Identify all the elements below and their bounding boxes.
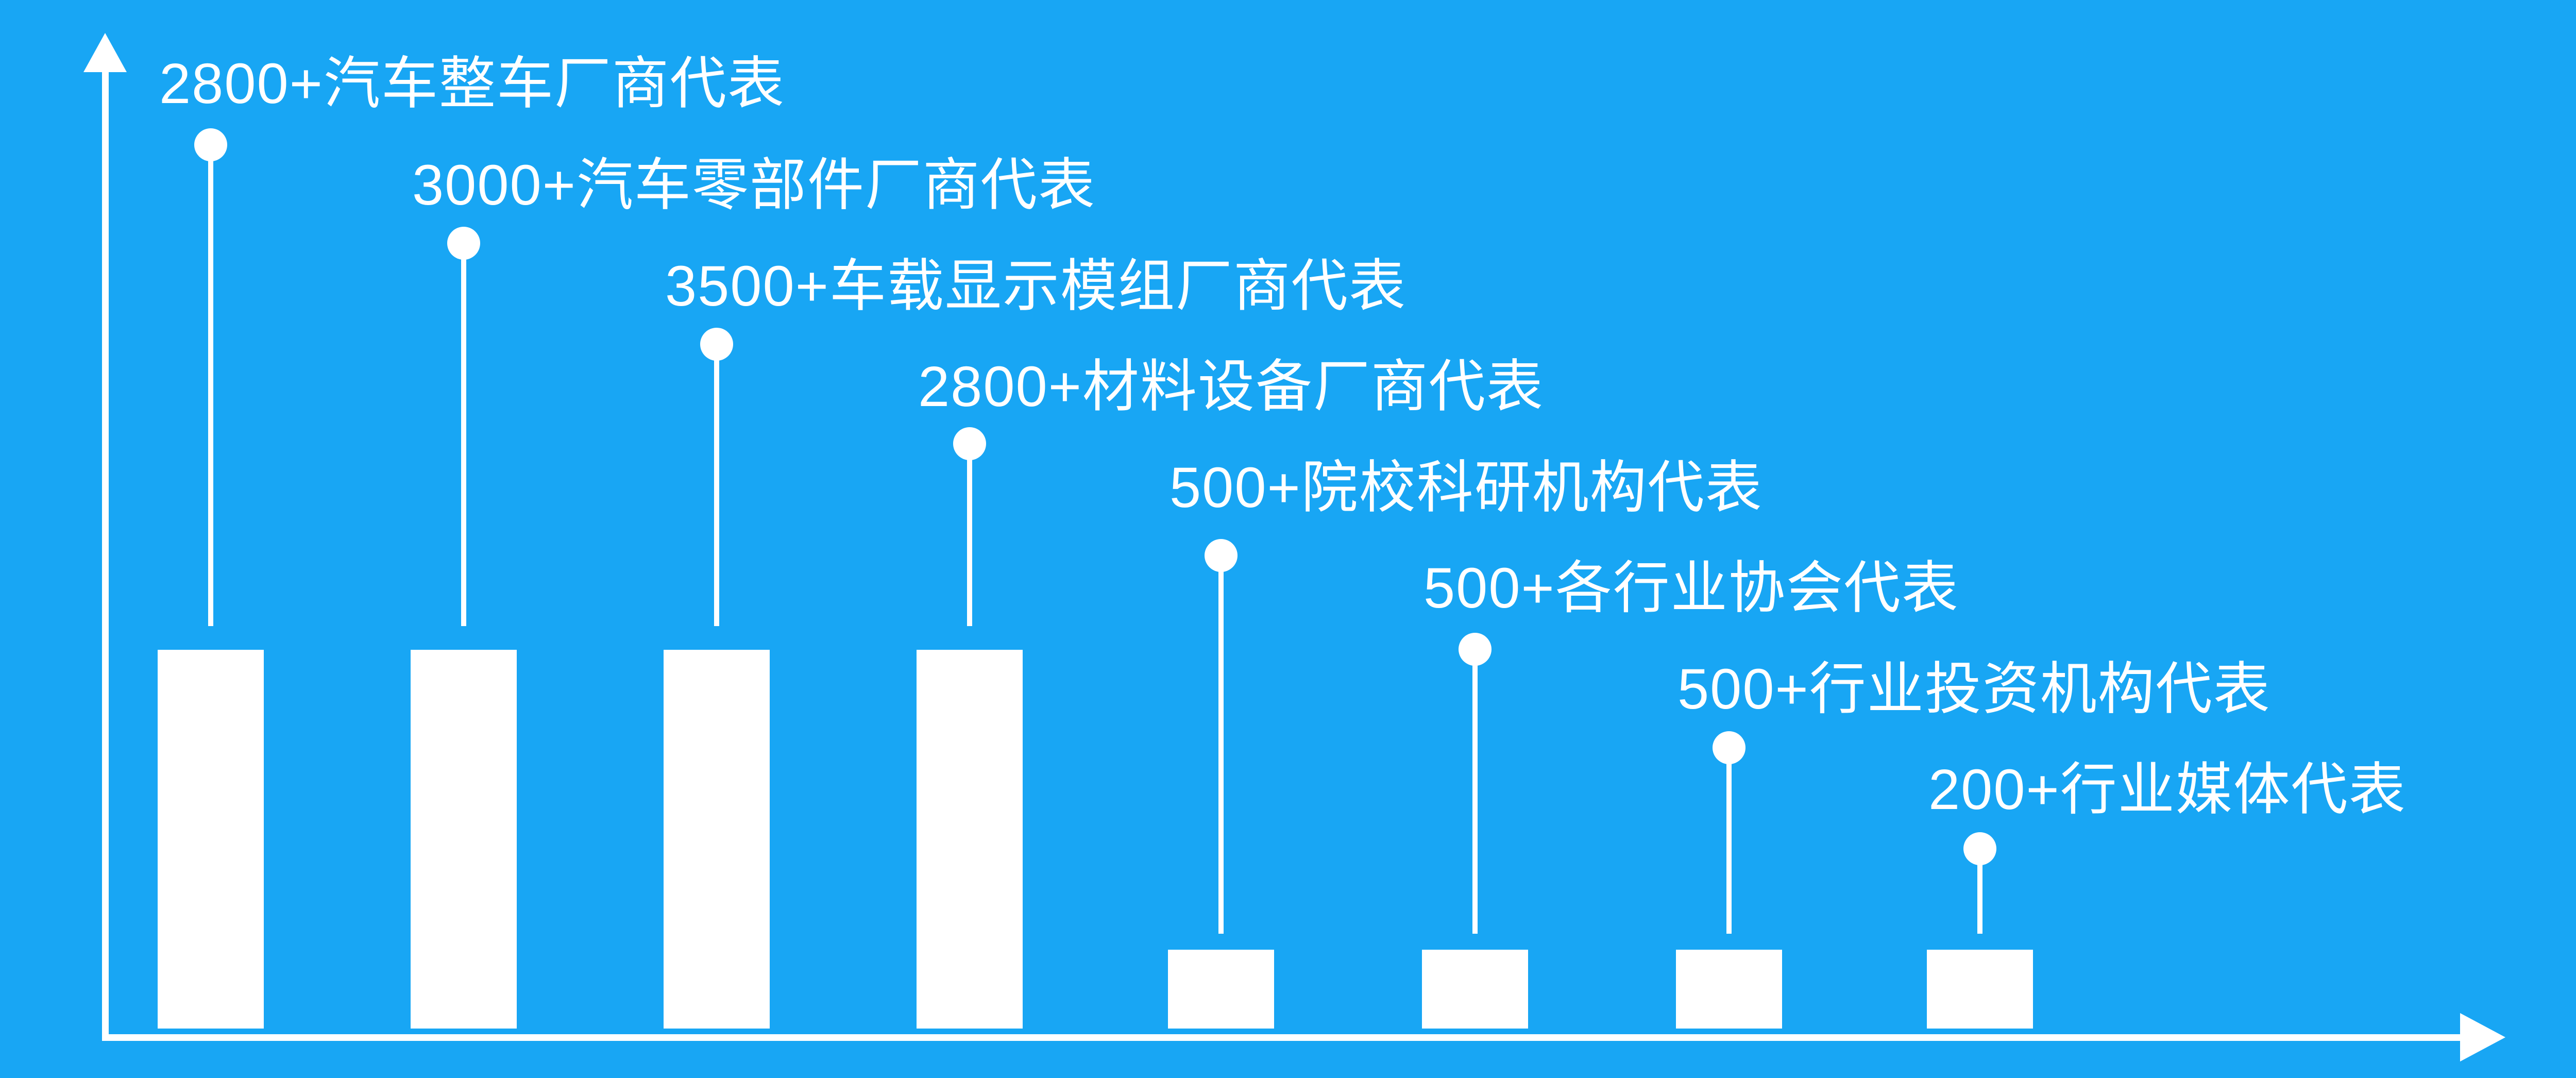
leader-dot-1	[194, 128, 227, 161]
leader-dot-6	[1459, 633, 1492, 666]
leader-stem-5	[1218, 555, 1224, 934]
bar-6	[1422, 950, 1528, 1029]
annotation-label-5: 500+院校科研机构代表	[1170, 456, 1763, 519]
bar-4	[917, 650, 1023, 1029]
leader-stem-7	[1726, 748, 1732, 934]
leader-stem-2	[461, 243, 466, 626]
bar-1	[158, 650, 264, 1029]
x-axis-arrow-icon	[2460, 1013, 2505, 1062]
leader-stem-1	[208, 145, 213, 626]
leader-dot-2	[447, 227, 480, 260]
leader-stem-3	[714, 344, 719, 626]
leader-dot-7	[1713, 731, 1745, 764]
leader-dot-3	[700, 328, 733, 361]
annotation-label-7: 500+行业投资机构代表	[1677, 658, 2271, 721]
leader-dot-8	[1963, 832, 1996, 865]
bar-5	[1168, 950, 1274, 1029]
bar-2	[411, 650, 517, 1029]
annotation-label-6: 500+各行业协会代表	[1423, 557, 1959, 620]
bar-7	[1676, 950, 1782, 1029]
bar-8	[1927, 950, 2033, 1029]
bar-3	[664, 650, 770, 1029]
annotation-label-8: 200+行业媒体代表	[1928, 758, 2406, 821]
y-axis-line	[102, 68, 109, 1041]
y-axis-arrow-icon	[83, 33, 127, 72]
leader-dot-4	[953, 427, 986, 460]
leader-stem-4	[967, 444, 972, 626]
annotation-label-4: 2800+材料设备厂商代表	[918, 355, 1544, 418]
leader-dot-5	[1205, 539, 1238, 572]
annotation-label-2: 3000+汽车零部件厂商代表	[412, 154, 1096, 217]
annotation-label-1: 2800+汽车整车厂商代表	[159, 52, 785, 115]
annotation-label-3: 3500+车载显示模组厂商代表	[665, 255, 1406, 318]
leader-stem-6	[1472, 649, 1478, 934]
leader-stem-8	[1977, 849, 1982, 934]
x-axis-line	[102, 1034, 2460, 1041]
